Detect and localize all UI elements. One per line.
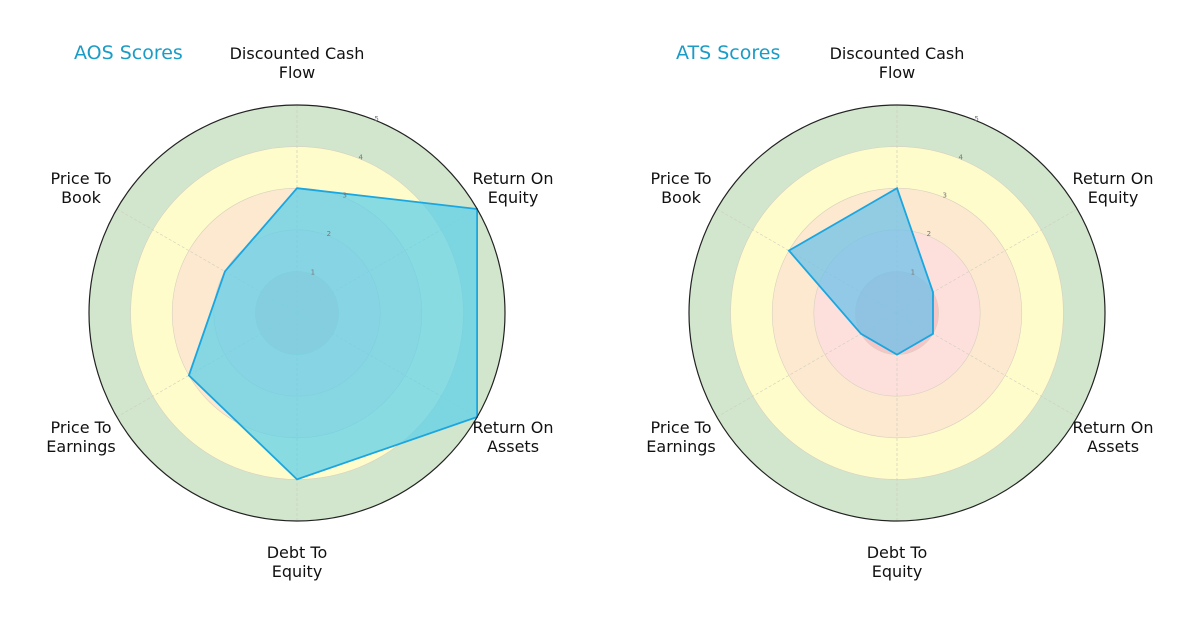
axis-label-pe: Price To Earnings [46,418,116,456]
axis-label-pb: Price To Book [50,169,112,207]
ats-chart-title: ATS Scores [676,42,781,64]
outer-ring [88,104,506,522]
aos-radar-chart: 1 2 3 4 5 [88,104,506,522]
axis-label-roa: Return On Assets [1072,418,1154,456]
radial-tick-label: 2 [327,230,331,238]
ats-radar-panel: 1 2 3 4 5 ATS Scores Discounted Cash Flow Re… [600,0,1200,625]
axis-label-de: Debt To Equity [266,543,328,581]
axis-label-dcf: Discounted Cash Flow [829,44,965,82]
axis-label-de: Debt To Equity [866,543,928,581]
aos-chart-title: AOS Scores [74,42,183,64]
radial-tick-label: 1 [911,269,915,277]
radial-tick-label: 2 [927,230,931,238]
axis-label-roa: Return On Assets [472,418,554,456]
axis-label-roe: Return On Equity [472,169,554,207]
axis-label-dcf: Discounted Cash Flow [229,44,365,82]
axis-label-roe: Return On Equity [1072,169,1154,207]
radial-tick-label: 3 [343,192,347,200]
axis-label-pb: Price To Book [650,169,712,207]
ats-radar-chart: 1 2 3 4 5 [688,104,1106,522]
radial-tick-label: 3 [943,192,947,200]
radial-tick-label: 5 [374,115,378,123]
radial-tick-label: 4 [958,153,963,161]
outer-ring [688,104,1106,522]
axis-label-pe: Price To Earnings [646,418,716,456]
radial-tick-label: 5 [974,115,978,123]
radial-tick-label: 1 [311,269,315,277]
aos-radar-panel: 1 2 3 4 5 AOS Scores Discounted Cash Flow Re… [46,42,554,581]
radial-tick-label: 4 [358,153,363,161]
data-polygon [787,186,934,356]
